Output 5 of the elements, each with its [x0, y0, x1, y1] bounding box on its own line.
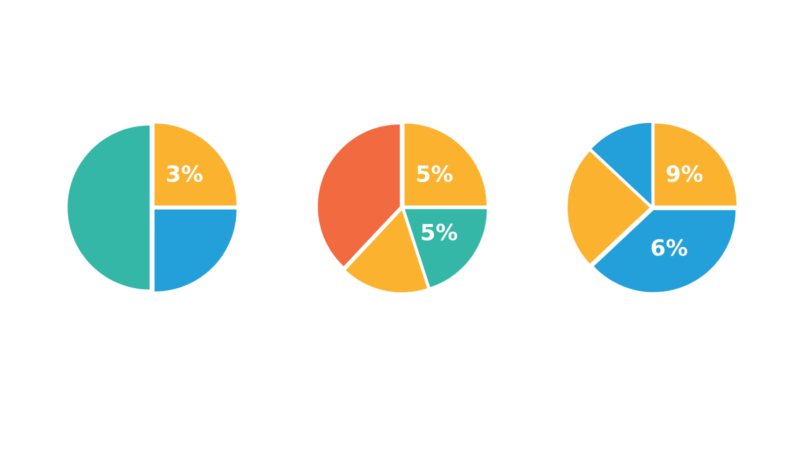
text: 9%	[666, 165, 703, 182]
text: 5%	[417, 165, 453, 182]
text: 5%	[422, 224, 458, 240]
text: 6%	[652, 239, 688, 256]
text: 3%	[167, 165, 203, 182]
